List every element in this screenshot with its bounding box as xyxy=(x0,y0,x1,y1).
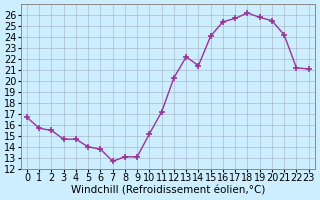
X-axis label: Windchill (Refroidissement éolien,°C): Windchill (Refroidissement éolien,°C) xyxy=(71,186,265,196)
